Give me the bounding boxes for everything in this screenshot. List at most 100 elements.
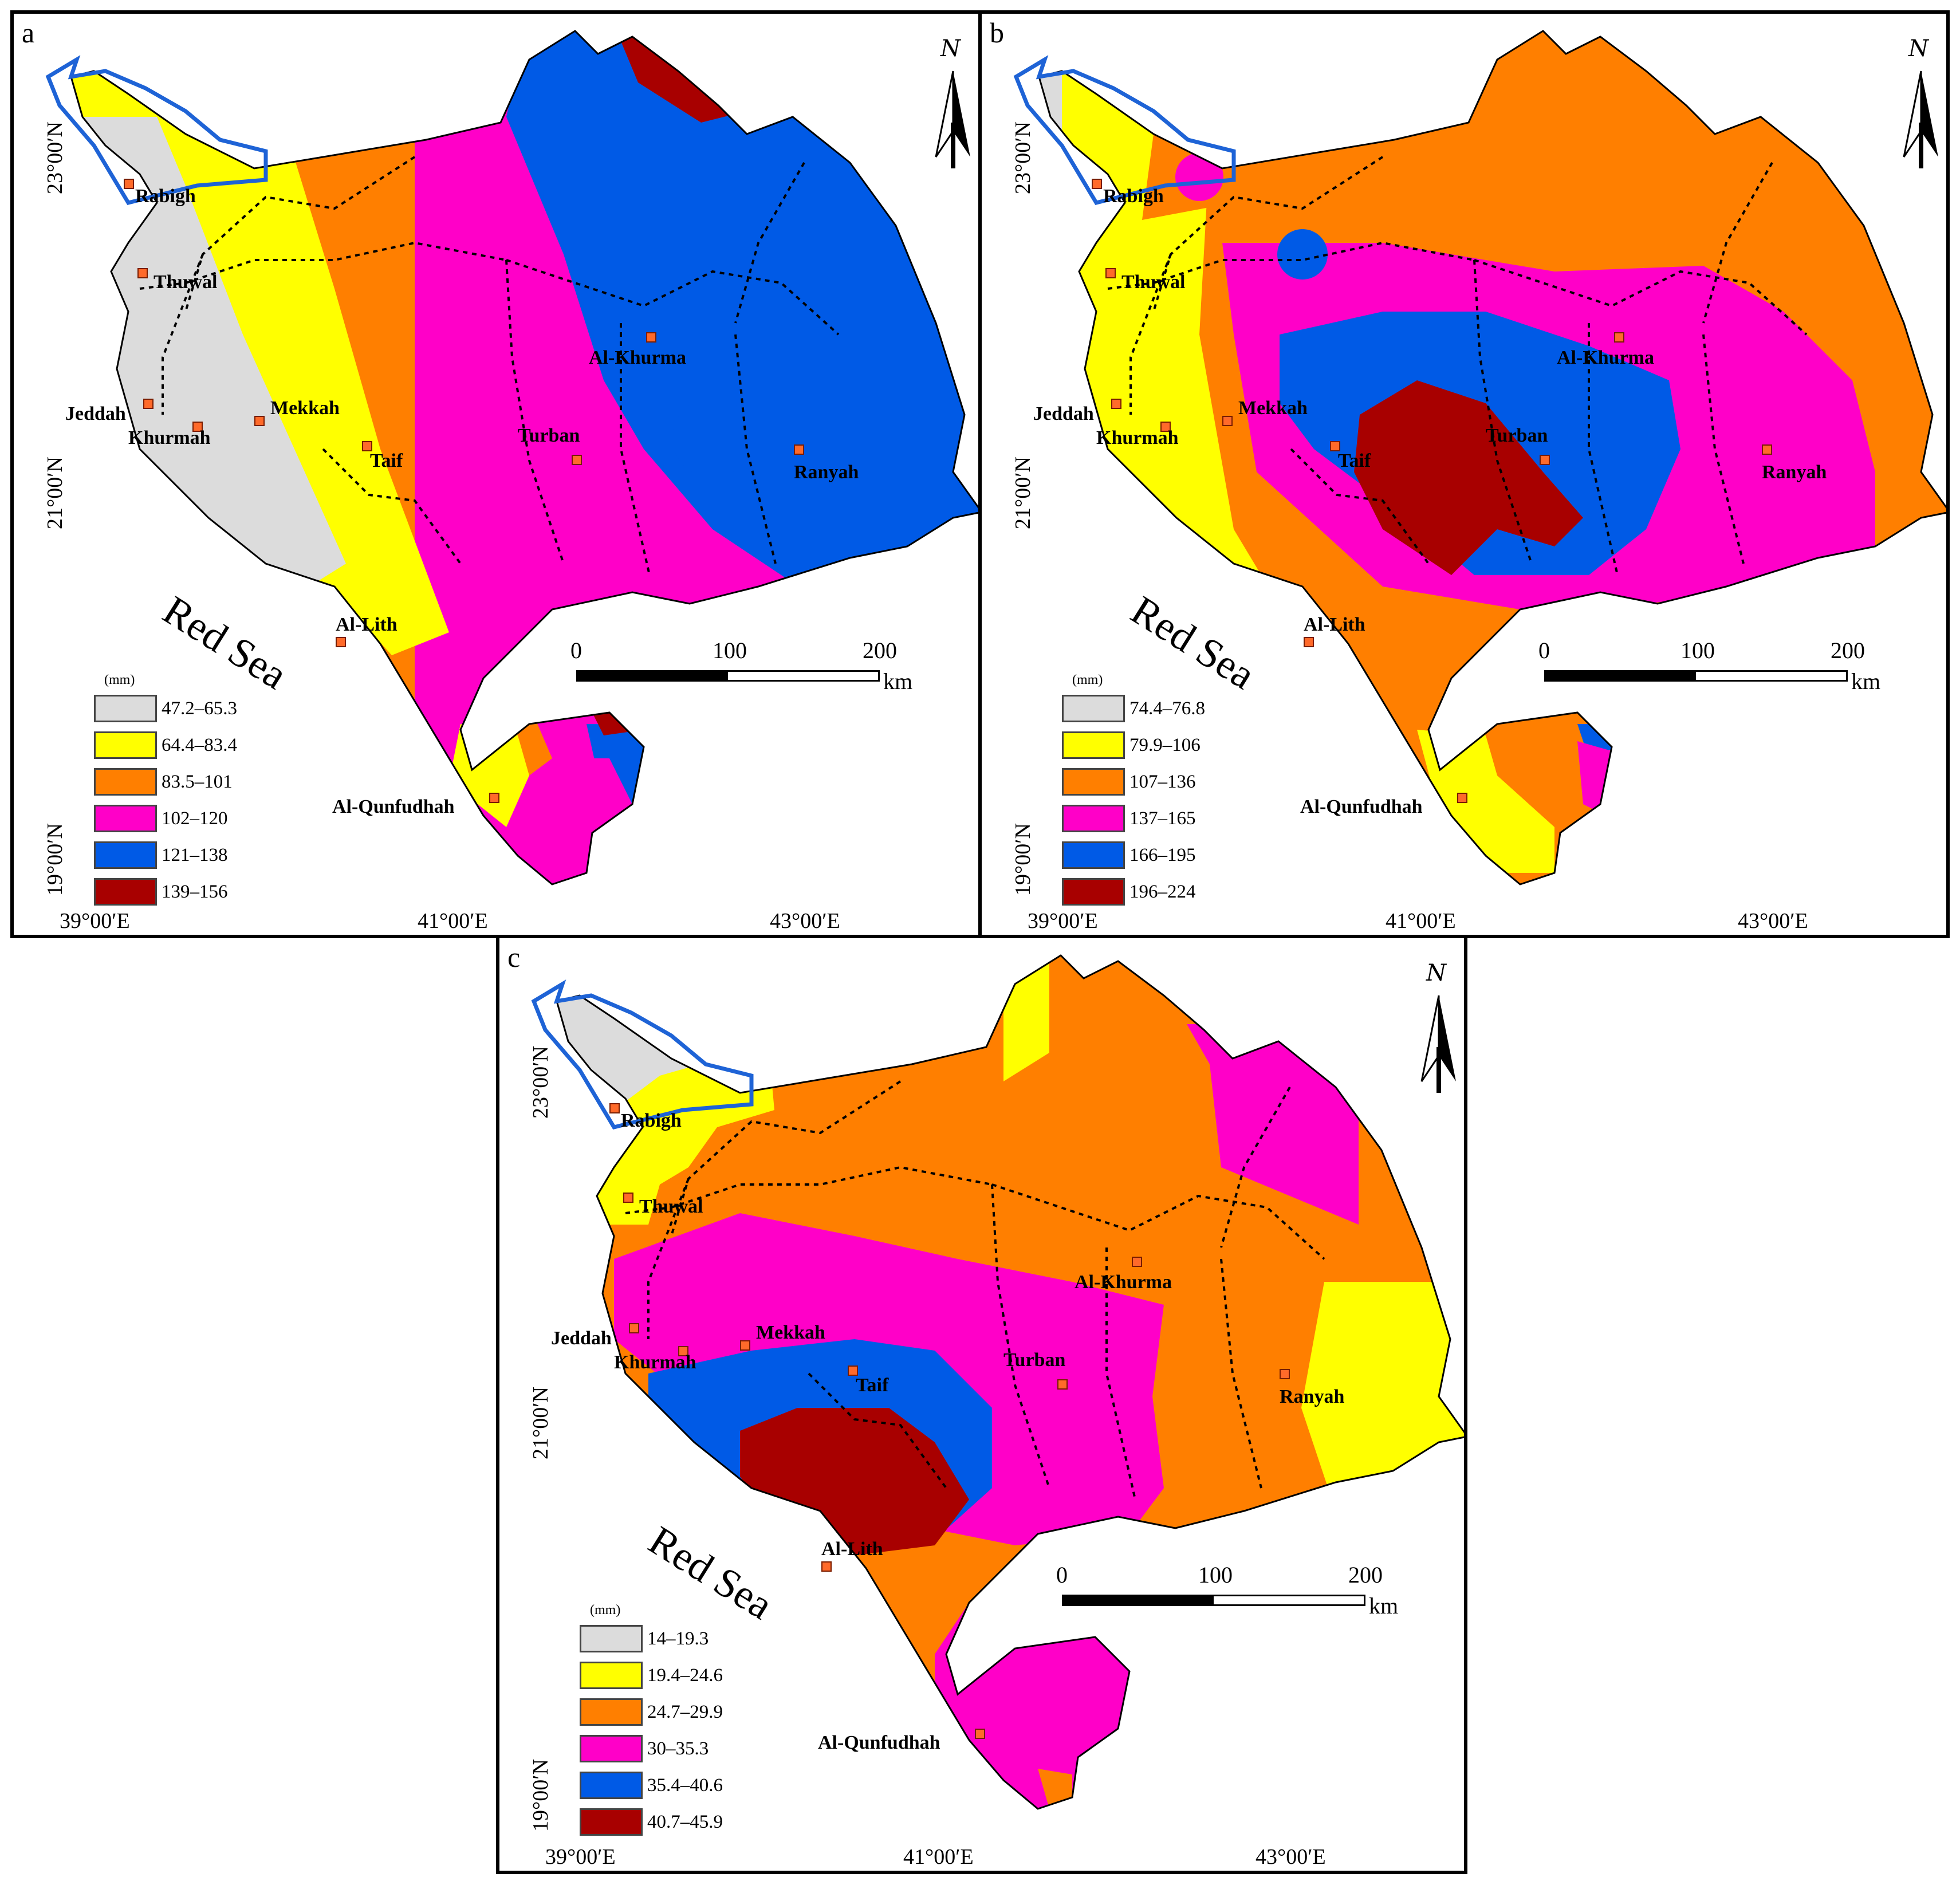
map-a	[45, 30, 978, 886]
scale-tick-100: 100	[1198, 1562, 1233, 1588]
scale-tick-200: 200	[1348, 1562, 1383, 1588]
lat-label-23: 23°00′N	[529, 1046, 553, 1119]
lon-label-39: 39°00′E	[60, 909, 130, 933]
city-khurmah: Khurmah	[614, 1352, 696, 1373]
lon-label-43: 43°00′E	[1255, 1845, 1326, 1869]
lon-label-43: 43°00′E	[1738, 909, 1808, 933]
lat-label-23: 23°00′N	[1011, 121, 1035, 194]
panel-a: a 23°00′N 21°00′N 19°00′N 39°00′E 41°00′…	[10, 10, 982, 938]
city-taif: Taif	[1338, 450, 1371, 471]
city-ranyah: Ranyah	[794, 462, 859, 483]
city-marker	[1111, 399, 1121, 409]
city-marker	[137, 268, 148, 278]
city-al-qunfudhah: Al-Qunfudhah	[332, 796, 455, 817]
lon-label-39: 39°00′E	[545, 1845, 616, 1869]
scale-tick-200: 200	[1831, 637, 1865, 663]
lat-label-19: 19°00′N	[1011, 823, 1035, 896]
scale-tick-100: 100	[1680, 637, 1715, 663]
city-marker	[848, 1365, 858, 1376]
lat-label-21: 21°00′N	[529, 1387, 553, 1459]
north-arrow-icon	[1420, 995, 1456, 1093]
north-arrow-a: N	[930, 36, 976, 171]
city-marker	[1330, 441, 1340, 451]
city-marker	[362, 441, 372, 451]
city-mekkah: Mekkah	[756, 1322, 825, 1343]
city-marker	[1132, 1257, 1142, 1267]
city-marker	[975, 1729, 985, 1739]
scale-tick-0: 0	[1056, 1562, 1068, 1588]
city-al-lith: Al-Lith	[336, 614, 397, 635]
city-marker	[821, 1561, 832, 1572]
panel-b: b 23°00′N 21°00′N 19°00′N 39°00′E 41°00′…	[978, 10, 1950, 938]
city-ranyah: Ranyah	[1762, 462, 1827, 483]
city-khurmah: Khurmah	[128, 427, 211, 448]
map-c	[531, 954, 1464, 1810]
city-al-qunfudhah: Al-Qunfudhah	[818, 1732, 940, 1753]
legend-item: 35.4–40.6	[580, 1767, 723, 1804]
city-rabigh: Rabigh	[135, 186, 196, 207]
north-arrow-icon	[1903, 70, 1938, 168]
scale-bar-b: 0 100 200 km	[1538, 637, 1880, 694]
city-thuwal: Thuwal	[154, 271, 218, 293]
city-rabigh: Rabigh	[1103, 186, 1164, 207]
city-marker	[1057, 1379, 1068, 1390]
city-jeddah: Jeddah	[65, 403, 126, 424]
north-arrow-icon	[935, 70, 970, 168]
scale-unit: km	[1369, 1593, 1399, 1619]
scale-tick-200: 200	[863, 637, 897, 663]
legend-item: 107–136	[1062, 764, 1205, 800]
city-marker	[740, 1340, 750, 1351]
lon-label-39: 39°00′E	[1028, 909, 1098, 933]
city-al-khurma: Al-Khurma	[1075, 1272, 1172, 1293]
city-turban: Turban	[518, 425, 580, 446]
legend-c: (mm) 14–19.3 19.4–24.6 24.7–29.9 30–35.3…	[580, 1603, 723, 1840]
legend-item: 79.9–106	[1062, 727, 1205, 764]
north-arrow-b: N	[1898, 36, 1944, 171]
city-marker	[609, 1103, 620, 1113]
legend-item: 64.4–83.4	[94, 727, 237, 764]
city-marker	[1092, 179, 1102, 189]
city-marker	[572, 455, 582, 465]
city-turban: Turban	[1486, 425, 1548, 446]
legend-item: 14–19.3	[580, 1620, 723, 1657]
lat-label-19: 19°00′N	[43, 823, 67, 896]
legend-item: 102–120	[94, 800, 237, 837]
legend-item: 30–35.3	[580, 1730, 723, 1767]
panel-c-label: c	[507, 941, 521, 973]
legend-b: (mm) 74.4–76.8 79.9–106 107–136 137–165 …	[1062, 672, 1205, 910]
scale-bar-c: 0 100 200 km	[1056, 1562, 1398, 1619]
lat-label-23: 23°00′N	[43, 121, 67, 194]
city-marker	[1222, 416, 1233, 426]
legend-item: 83.5–101	[94, 764, 237, 800]
city-rabigh: Rabigh	[621, 1110, 682, 1131]
city-marker	[646, 332, 656, 343]
city-thuwal: Thuwal	[639, 1196, 703, 1217]
lon-label-41: 41°00′E	[903, 1845, 974, 1869]
scale-tick-0: 0	[570, 637, 582, 663]
city-jeddah: Jeddah	[1033, 403, 1094, 424]
panel-b-label: b	[990, 17, 1004, 49]
legend-item: 47.2–65.3	[94, 690, 237, 727]
city-marker	[1105, 268, 1116, 278]
city-thuwal: Thuwal	[1121, 271, 1186, 293]
lon-label-41: 41°00′E	[1386, 909, 1456, 933]
lon-label-41: 41°00′E	[418, 909, 488, 933]
city-marker	[1762, 444, 1772, 455]
legend-item: 24.7–29.9	[580, 1694, 723, 1730]
city-khurmah: Khurmah	[1096, 427, 1179, 448]
legend-item: 196–224	[1062, 873, 1205, 910]
city-marker	[254, 416, 265, 426]
lat-label-21: 21°00′N	[1011, 457, 1035, 529]
city-marker	[336, 637, 346, 647]
city-marker	[1457, 793, 1467, 803]
legend-item: 137–165	[1062, 800, 1205, 837]
city-mekkah: Mekkah	[270, 398, 340, 419]
city-marker	[1160, 422, 1171, 432]
legend-item: 74.4–76.8	[1062, 690, 1205, 727]
legend-item: 166–195	[1062, 837, 1205, 873]
scale-bar-a: 0 100 200 km	[570, 637, 912, 694]
city-marker	[794, 444, 804, 455]
lon-label-43: 43°00′E	[770, 909, 840, 933]
city-taif: Taif	[370, 450, 403, 471]
lat-label-21: 21°00′N	[43, 457, 67, 529]
